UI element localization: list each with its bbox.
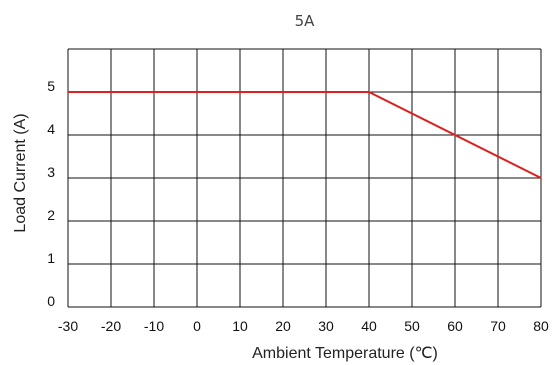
x-tick-label: 60 (447, 318, 463, 334)
x-tick-label: -30 (58, 318, 78, 334)
y-tick-label: 1 (47, 250, 55, 266)
x-tick-label: -10 (144, 318, 164, 334)
grid (67, 48, 542, 308)
y-tick-label: 3 (47, 164, 55, 180)
x-tick-label: 50 (404, 318, 420, 334)
x-tick-label: 0 (193, 318, 201, 334)
x-axis-label: Ambient Temperature (℃) (252, 345, 438, 362)
y-axis-label: Load Current (A) (12, 113, 29, 232)
y-tick-label: 5 (47, 78, 55, 94)
x-tick-label: 10 (232, 318, 248, 334)
series-layer (67, 91, 542, 179)
y-tick-labels: 0 1 2 3 4 5 (47, 78, 55, 309)
x-tick-label: 40 (361, 318, 377, 334)
x-tick-label: -20 (101, 318, 121, 334)
y-tick-label: 4 (47, 121, 55, 137)
x-tick-label: 70 (490, 318, 506, 334)
x-tick-label: 30 (318, 318, 334, 334)
y-tick-label: 2 (47, 207, 55, 223)
x-tick-labels: -30 -20 -10 0 10 20 30 40 50 60 70 80 (58, 318, 549, 334)
x-tick-label: 20 (275, 318, 291, 334)
y-tick-label: 0 (47, 293, 55, 309)
x-tick-label: 80 (533, 318, 549, 334)
chart-title: 5A (295, 12, 316, 30)
